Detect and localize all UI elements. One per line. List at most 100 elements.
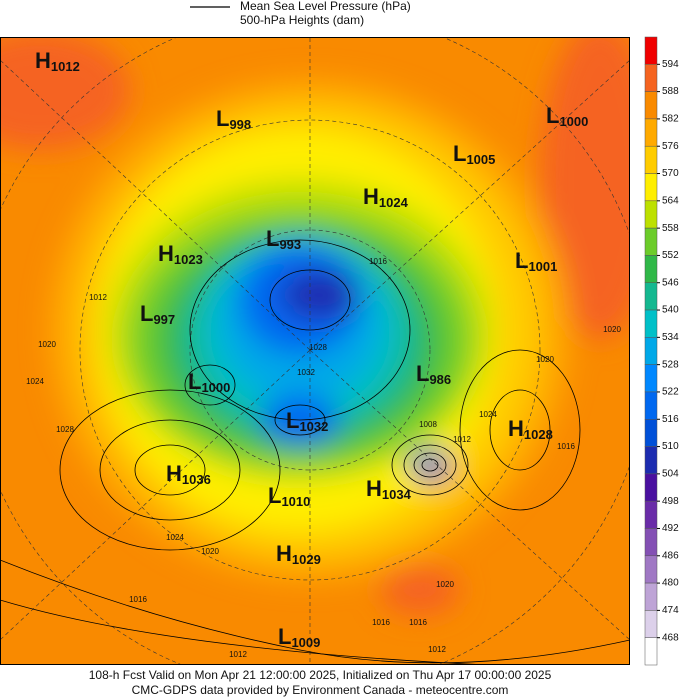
center-value: 1001 xyxy=(528,259,557,274)
center-letter: L xyxy=(216,106,229,131)
pressure-center: L1000 xyxy=(546,103,588,130)
colorbar-label: 582 xyxy=(662,114,679,125)
center-letter: H xyxy=(508,416,524,441)
contour-label: 1020 xyxy=(436,580,454,589)
pressure-center: L1000 xyxy=(188,369,230,396)
pressure-center: L997 xyxy=(140,301,175,328)
colorbar-label: 558 xyxy=(662,223,679,234)
colorbar-cell xyxy=(644,36,658,65)
contour-label: 1020 xyxy=(38,340,56,349)
colorbar-cell xyxy=(644,282,658,311)
center-value: 997 xyxy=(153,312,175,327)
center-letter: H xyxy=(166,461,182,486)
colorbar-cell xyxy=(644,309,658,338)
center-value: 1023 xyxy=(174,252,203,267)
colorbar-label: 510 xyxy=(662,441,679,452)
colorbar-cell xyxy=(644,473,658,502)
center-value: 1009 xyxy=(291,635,320,650)
colorbar-label: 474 xyxy=(662,605,679,616)
center-value: 1005 xyxy=(466,152,495,167)
colorbar-cell xyxy=(644,446,658,475)
footer-line: 108-h Fcst Valid on Mon Apr 21 12:00:00 … xyxy=(89,668,552,682)
center-letter: H xyxy=(366,476,382,501)
colorbar-label: 588 xyxy=(662,86,679,97)
colorbar-label: 522 xyxy=(662,387,679,398)
colorbar-label: 504 xyxy=(662,469,679,480)
contour-label: 1008 xyxy=(419,420,437,429)
colorbar-label: 576 xyxy=(662,141,679,152)
contour-label: 1024 xyxy=(479,410,497,419)
colorbar-cell xyxy=(644,582,658,611)
contour-label: 1012 xyxy=(453,435,471,444)
center-letter: L xyxy=(140,301,153,326)
center-value: 993 xyxy=(279,237,301,252)
legend-item: 500-hPa Heights (dam) xyxy=(240,13,364,27)
center-letter: L xyxy=(268,483,281,508)
pressure-center: H1028 xyxy=(508,416,553,443)
contour-label: 1024 xyxy=(166,533,184,542)
pressure-center: H1029 xyxy=(276,541,321,568)
colorbar-label: 492 xyxy=(662,523,679,534)
center-value: 998 xyxy=(229,117,251,132)
colorbar-cell xyxy=(644,391,658,420)
pressure-center: L998 xyxy=(216,106,251,133)
pressure-center: L1009 xyxy=(278,624,320,651)
center-value: 1036 xyxy=(182,472,211,487)
colorbar-cell xyxy=(644,145,658,174)
colorbar-cell xyxy=(644,528,658,557)
colorbar-cell xyxy=(644,64,658,92)
contour-label: 1012 xyxy=(229,650,247,659)
colorbar-cell xyxy=(644,337,658,365)
contour-label: 1024 xyxy=(26,377,44,386)
contour-label: 1016 xyxy=(372,618,390,627)
colorbar-cell xyxy=(644,637,658,666)
colorbar-label: 468 xyxy=(662,632,679,643)
center-value: 1032 xyxy=(299,419,328,434)
colorbar-label: 564 xyxy=(662,195,679,206)
colorbar-label: 516 xyxy=(662,414,679,425)
colorbar-cell xyxy=(644,118,658,147)
pressure-center: L1010 xyxy=(268,483,310,510)
center-letter: L xyxy=(515,248,528,273)
contour-label: 1020 xyxy=(536,355,554,364)
pressure-center: L1005 xyxy=(453,141,495,168)
colorbar-cell xyxy=(644,555,658,584)
contour-label: 1020 xyxy=(201,547,219,556)
legend-item: Mean Sea Level Pressure (hPa) xyxy=(240,0,411,13)
contour-label: 1016 xyxy=(129,595,147,604)
center-value: 1034 xyxy=(382,487,412,502)
colorbar-label: 594 xyxy=(662,59,679,70)
colorbar-label: 534 xyxy=(662,332,679,343)
pressure-center: L986 xyxy=(416,361,451,388)
contour-label: 1016 xyxy=(409,618,427,627)
pressure-center: H1024 xyxy=(363,184,409,211)
contour-label: 1020 xyxy=(603,325,621,334)
footer-line: CMC-GDPS data provided by Environment Ca… xyxy=(132,683,509,697)
center-letter: L xyxy=(188,369,201,394)
center-letter: L xyxy=(278,624,291,649)
pressure-center: H1034 xyxy=(366,476,412,503)
colorbar-cell xyxy=(644,610,658,638)
colorbar-label: 540 xyxy=(662,305,679,316)
pressure-center: H1012 xyxy=(35,48,80,75)
center-letter: L xyxy=(546,103,559,128)
colorbar-cell xyxy=(644,255,658,283)
contour-label: 1016 xyxy=(369,257,387,266)
colorbar-cell xyxy=(644,173,658,202)
colorbar-cell xyxy=(644,227,658,256)
center-letter: H xyxy=(276,541,292,566)
center-value: 1000 xyxy=(201,380,230,395)
contour-label: 1028 xyxy=(56,425,74,434)
center-value: 1029 xyxy=(292,552,321,567)
pressure-center: H1036 xyxy=(166,461,211,488)
colorbar-label: 486 xyxy=(662,550,679,561)
pressure-center: L1032 xyxy=(286,408,328,435)
center-letter: L xyxy=(286,408,299,433)
map-border xyxy=(0,37,630,665)
center-value: 986 xyxy=(429,372,451,387)
colorbar-cell xyxy=(644,91,658,120)
pressure-center: H1023 xyxy=(158,241,203,268)
colorbar-label: 528 xyxy=(662,359,679,370)
center-letter: L xyxy=(266,226,279,251)
